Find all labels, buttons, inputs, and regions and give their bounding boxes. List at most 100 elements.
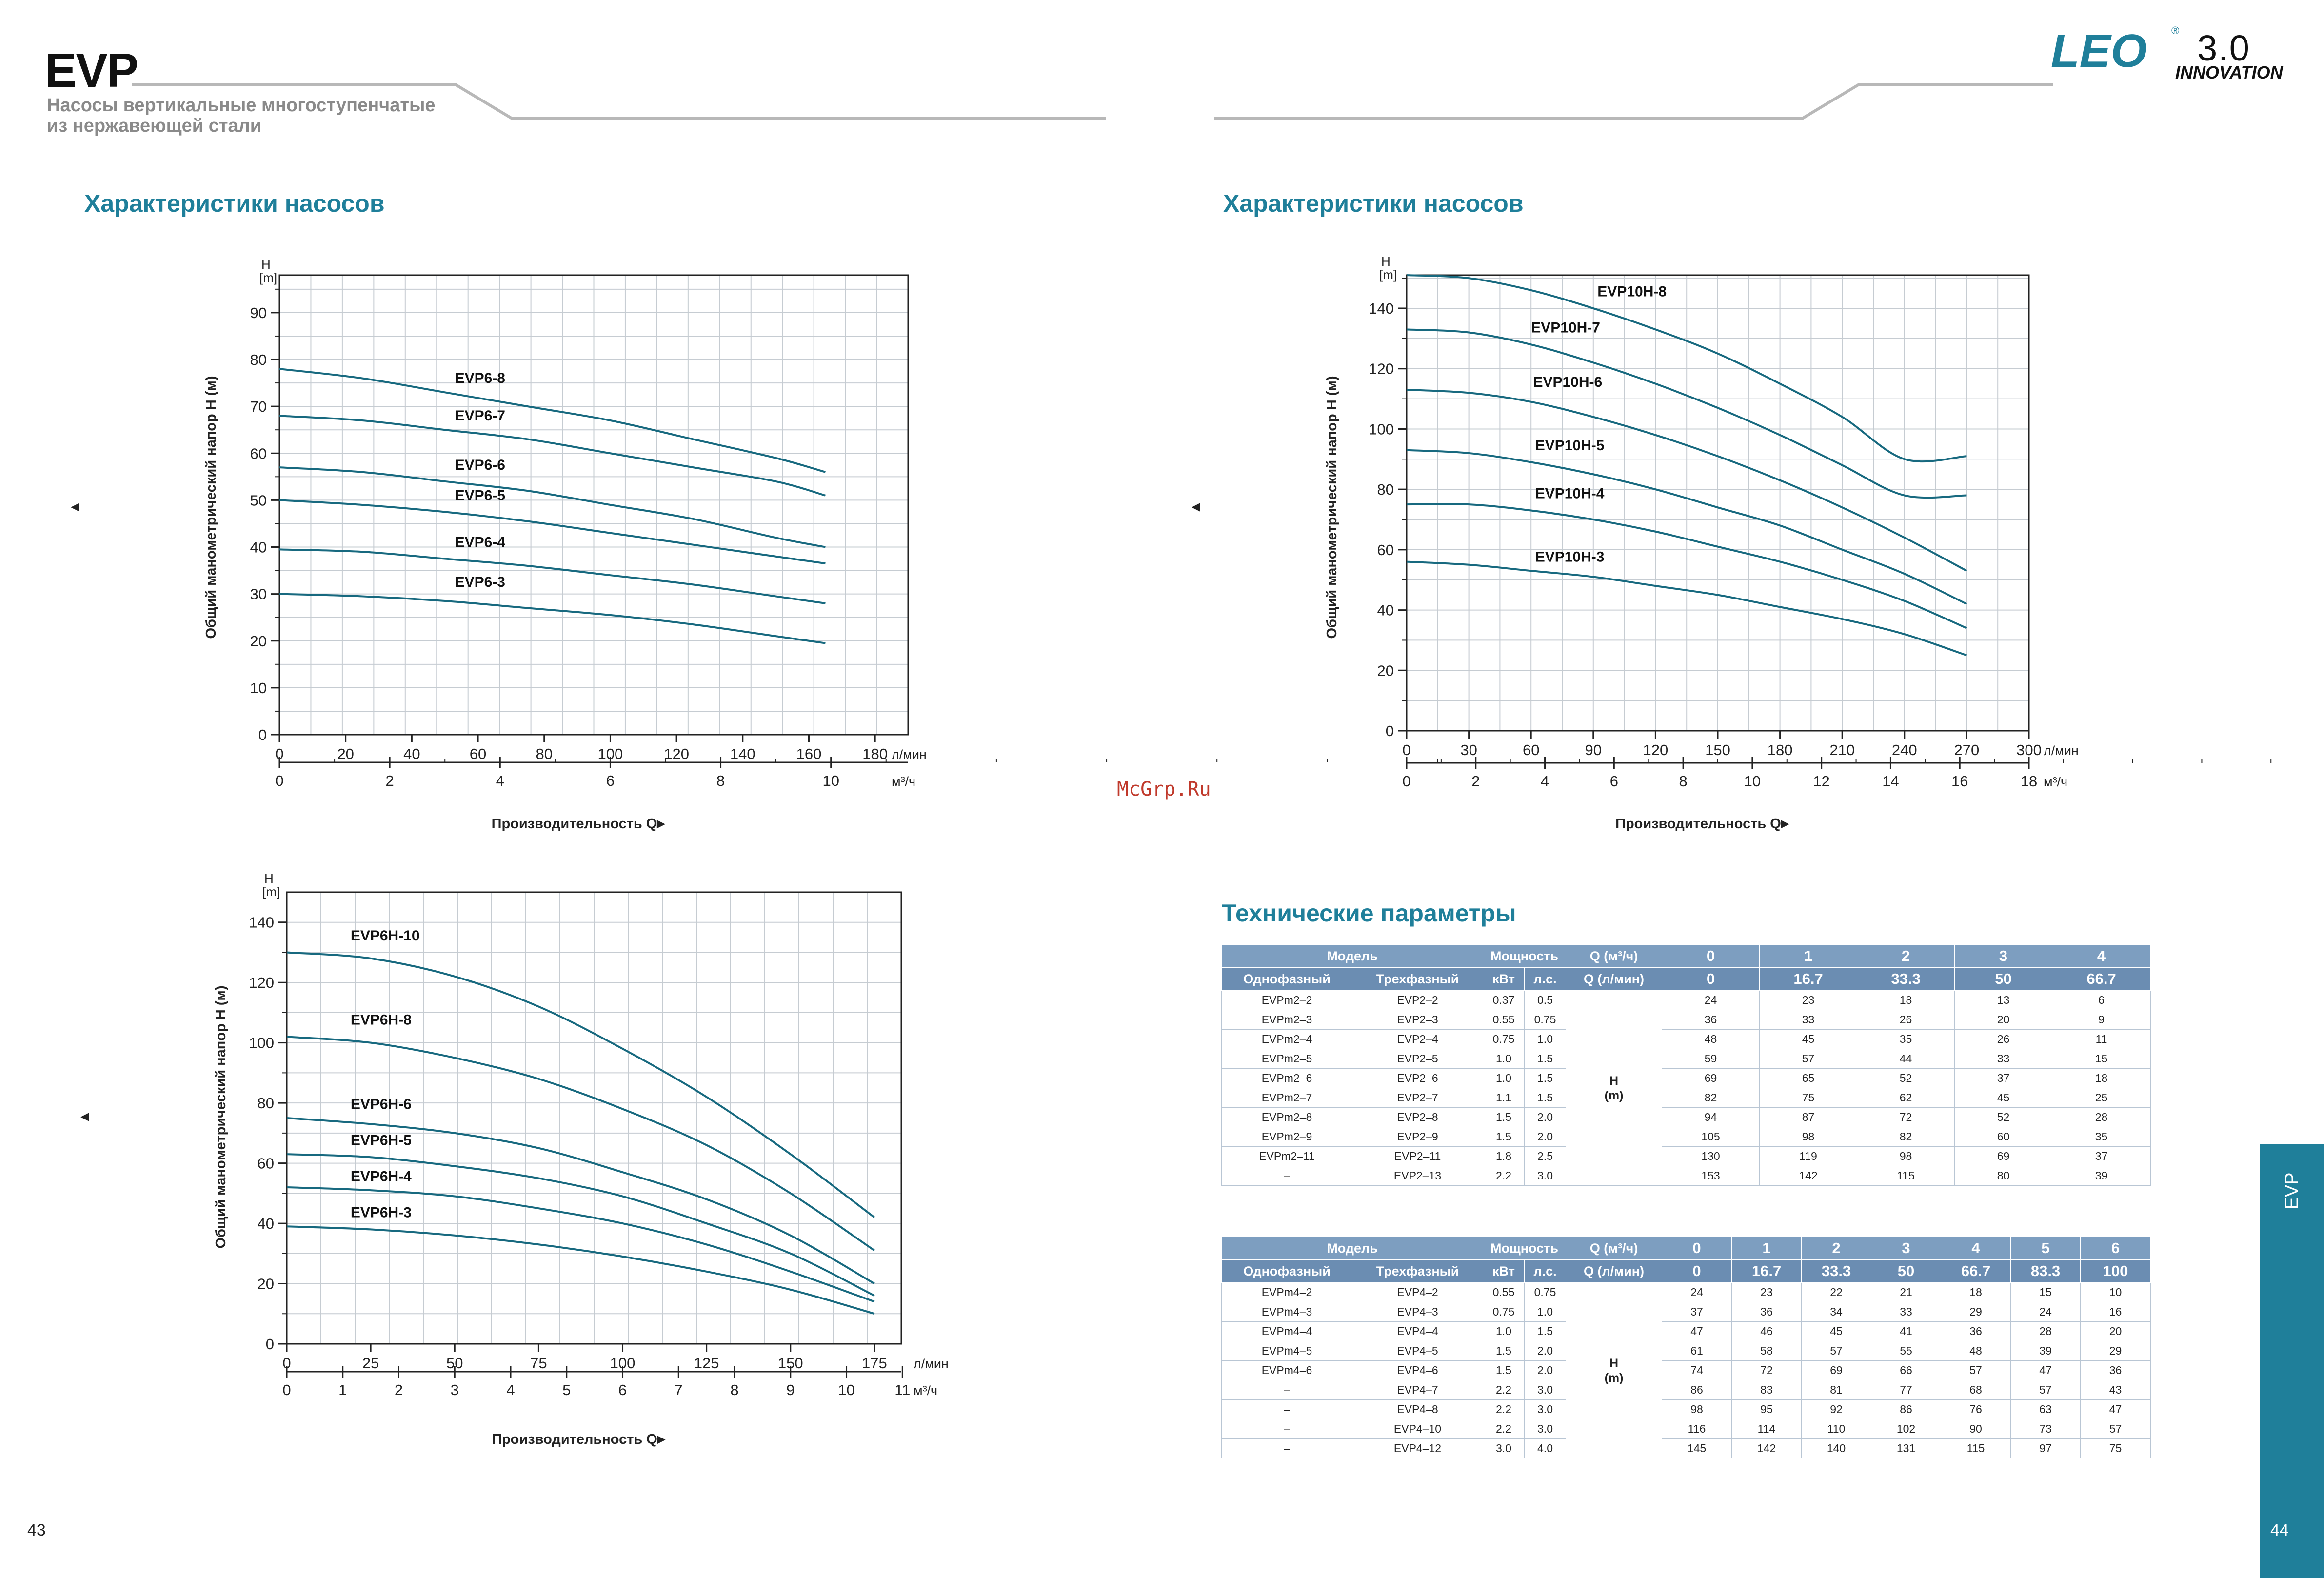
head-value: 52: [1954, 1107, 2053, 1127]
head-value: 47: [2010, 1360, 2081, 1380]
series-label: EVP6H-3: [351, 1205, 412, 1221]
x2-tick-label: 11: [894, 1381, 910, 1398]
head-value: 142: [1759, 1166, 1858, 1186]
head-value: 76: [1941, 1399, 2011, 1419]
power-hp: 0.75: [1524, 1010, 1567, 1030]
head-value: 28: [2052, 1107, 2151, 1127]
y-unit-h: H: [1381, 254, 1390, 269]
col-power: Мощность: [1483, 1237, 1567, 1260]
brand-subtitle: Насосы вертикальные многоступенчатые из …: [47, 95, 486, 136]
series-label: EVP6H-8: [351, 1012, 412, 1028]
y-tick-label: 0: [258, 726, 267, 743]
power-kw: 2.2: [1483, 1419, 1525, 1439]
curve-evp6-5: [279, 499, 826, 565]
q-m3-value: 0: [1662, 1237, 1732, 1260]
head-value: 46: [1731, 1321, 1802, 1341]
q-lmin-value: 16.7: [1731, 1259, 1802, 1283]
y-tick-label: 40: [1377, 602, 1394, 619]
brand-subtitle-line2: из нержавеющей стали: [47, 116, 262, 136]
x2-tick-label: 8: [716, 772, 725, 789]
x-tick-label: 40: [403, 745, 420, 762]
table-row: EVPm2–9 EVP2–9 1.5 2.0 105 98 82 60 35: [1221, 1127, 2151, 1147]
brand-subtitle-line1: Насосы вертикальные многоступенчатые: [47, 95, 436, 116]
head-value: 119: [1759, 1146, 1858, 1166]
three-phase-model: EVP4–12: [1351, 1438, 1484, 1458]
series-label: EVP10H-6: [1533, 374, 1602, 390]
three-phase-model: EVP2–11: [1351, 1146, 1484, 1166]
x-unit-lmin: л/мин: [892, 747, 927, 762]
q-m3-value: 3: [1871, 1237, 1942, 1260]
single-phase-model: EVPm2–9: [1221, 1127, 1352, 1147]
series-label: EVP6H-5: [351, 1133, 412, 1149]
table-row: – EVP4–7 2.2 3.0 86 83 81 77 68 57 43: [1221, 1380, 2151, 1400]
head-value: 87: [1759, 1107, 1858, 1127]
col-model: Модель: [1221, 1237, 1484, 1260]
y-axis-title: Общий манометрический напор H (м): [1324, 376, 1340, 639]
col-q-m3: Q (м³/ч): [1566, 944, 1663, 968]
table-row: EVPm2–6 EVP2–6 1.0 1.5 69 65 52 37 18: [1221, 1068, 2151, 1088]
y-axis-title: Общий манометрический напор H (м): [213, 986, 229, 1249]
x2-tick-label: 6: [618, 1381, 627, 1398]
three-phase-model: EVP4–4: [1351, 1321, 1484, 1341]
single-phase-model: –: [1221, 1380, 1352, 1400]
power-hp: 1.5: [1524, 1068, 1567, 1088]
power-kw: 1.8: [1483, 1146, 1525, 1166]
q-m3-value: 2: [1857, 944, 1955, 968]
head-value: 63: [2010, 1399, 2081, 1419]
head-value: 41: [1871, 1321, 1942, 1341]
x2-tick-label: 1: [338, 1381, 347, 1398]
y-tick-label: 80: [250, 351, 267, 368]
head-value: 44: [1857, 1049, 1955, 1069]
head-value: 45: [1801, 1321, 1872, 1341]
power-kw: 0.75: [1483, 1029, 1525, 1049]
power-kw: 1.0: [1483, 1049, 1525, 1069]
x-tick-label: 175: [862, 1355, 887, 1372]
head-value: 69: [1662, 1068, 1760, 1088]
head-value: 130: [1662, 1146, 1760, 1166]
x-axis-title: Производительность Q: [1615, 816, 1781, 832]
x2-tick-label: 10: [822, 772, 839, 789]
three-phase-model: EVP4–7: [1351, 1380, 1484, 1400]
table-row: EVPm4–2 EVP4–2 0.55 0.75 H (m) 24 23 22 21 18 15 10: [1221, 1282, 2151, 1458]
head-value: 37: [1662, 1302, 1732, 1322]
x-tick-label: 60: [1523, 741, 1539, 759]
power-hp: 2.0: [1524, 1127, 1567, 1147]
head-value: 45: [1759, 1029, 1858, 1049]
series-label: EVP10H-3: [1535, 549, 1605, 565]
head-value: 33: [1871, 1302, 1942, 1322]
y-tick-label: 30: [250, 586, 267, 603]
single-phase-model: EVPm4–4: [1221, 1321, 1352, 1341]
x-tick-label: 20: [337, 745, 354, 762]
x-tick-label: 25: [362, 1355, 379, 1372]
head-value: 69: [1801, 1360, 1872, 1380]
q-lmin-value: 16.7: [1759, 967, 1858, 991]
head-value: 86: [1662, 1380, 1732, 1400]
watermark: McGrp.Ru: [1117, 778, 1211, 800]
head-value: 24: [2010, 1302, 2081, 1322]
single-phase-model: EVPm2–7: [1221, 1088, 1352, 1108]
series-label: EVP6-7: [455, 408, 505, 424]
curve-evp10h-8: [1406, 274, 1967, 463]
head-value: 39: [2052, 1166, 2151, 1186]
x-unit-m3h: м³/ч: [892, 774, 915, 789]
head-value: 62: [1857, 1088, 1955, 1108]
x2-tick-label: 9: [786, 1381, 795, 1398]
power-hp: 3.0: [1524, 1419, 1567, 1439]
power-kw: 0.75: [1483, 1302, 1525, 1322]
y-axis-arrow: ▲: [1188, 500, 1203, 515]
head-value: 60: [1954, 1127, 2053, 1147]
y-tick-label: 40: [258, 1215, 274, 1232]
head-value: 153: [1662, 1166, 1760, 1186]
curve-evp10h-7: [1406, 328, 1967, 499]
y-unit-h: H: [261, 257, 271, 272]
series-label: EVP6H-4: [351, 1169, 412, 1185]
head-value: 26: [1857, 1010, 1955, 1030]
three-phase-model: EVP4–5: [1351, 1341, 1484, 1361]
series-label: EVP6-8: [455, 370, 505, 386]
three-phase-model: EVP2–5: [1351, 1049, 1484, 1069]
head-value: 110: [1801, 1419, 1872, 1439]
series-label: EVP10H-8: [1597, 283, 1667, 300]
x-tick-label: 75: [530, 1355, 547, 1372]
q-lmin-value: 50: [1954, 967, 2053, 991]
